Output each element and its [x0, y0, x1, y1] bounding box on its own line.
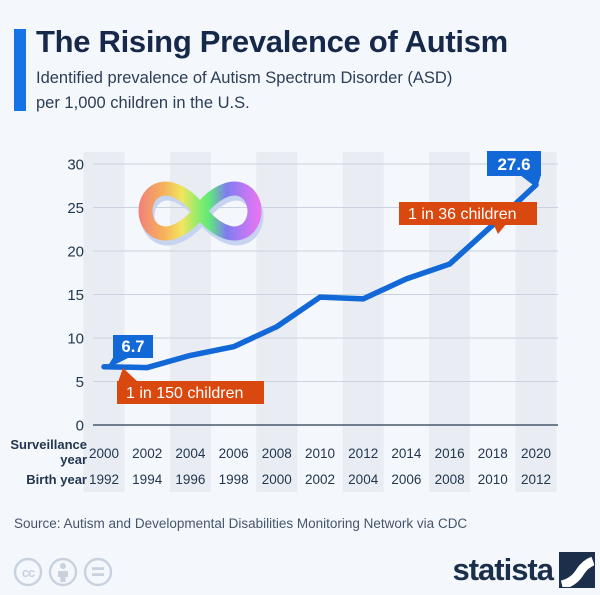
birth-year-row-label: Birth year — [26, 472, 87, 487]
birth-year-label: 1992 — [89, 472, 119, 487]
y-tick-label: 30 — [67, 157, 84, 174]
callout-pointer — [106, 356, 132, 369]
surveillance-year-label: 2018 — [478, 446, 508, 461]
autism-infinity-icon — [138, 181, 264, 246]
y-tick-label: 10 — [67, 331, 84, 348]
callout-box — [117, 381, 264, 404]
birth-year-label: 2008 — [435, 472, 465, 487]
surveillance-year-label: 2008 — [262, 446, 292, 461]
statista-brand[interactable]: statista — [452, 552, 595, 588]
birth-year-label: 1996 — [175, 472, 205, 487]
y-axis-tick-labels: 0 5 10 15 20 25 30 — [67, 157, 84, 435]
svg-text:cc: cc — [22, 565, 35, 580]
statista-wordmark: statista — [452, 552, 554, 587]
callout-end-ratio: 1 in 36 children — [399, 202, 537, 234]
surveillance-year-label: 2014 — [391, 446, 422, 461]
statista-logo-icon — [559, 552, 595, 588]
y-tick-label: 25 — [67, 200, 84, 217]
column-stripe — [342, 152, 384, 492]
cc-license-badge[interactable]: cc — [13, 556, 113, 588]
surveillance-year-label: 2010 — [305, 446, 335, 461]
column-stripe — [83, 152, 125, 492]
no-derivatives-icon — [83, 557, 113, 587]
y-tick-label: 0 — [76, 418, 84, 435]
page-subtitle: Identified prevalence of Autism Spectrum… — [36, 69, 453, 112]
data-line-series — [101, 182, 539, 371]
cc-icon: cc — [13, 557, 43, 587]
surveillance-year-label: 2020 — [521, 446, 551, 461]
callout-text: 1 in 150 children — [126, 385, 243, 402]
callout-text: 27.6 — [497, 155, 530, 174]
birth-year-label: 1994 — [132, 472, 163, 487]
callout-pointer — [493, 223, 507, 234]
column-stripe — [256, 152, 298, 492]
title-accent-bar — [14, 29, 26, 111]
surveillance-year-row-label: Surveillance — [10, 437, 87, 452]
surveillance-year-label: 2012 — [348, 446, 378, 461]
page-title: The Rising Prevalence of Autism — [36, 24, 508, 59]
birth-year-label: 2006 — [391, 472, 421, 487]
callout-pointer — [520, 175, 541, 188]
y-tick-label: 5 — [76, 374, 84, 391]
callout-text: 6.7 — [122, 338, 145, 356]
birth-year-label: 1998 — [219, 472, 249, 487]
attribution-icon — [48, 557, 78, 587]
plot-gridlines — [93, 163, 558, 426]
callout-start-value: 6.7 — [106, 335, 153, 369]
birth-year-label: 2004 — [348, 472, 379, 487]
surveillance-year-label: 2004 — [175, 446, 206, 461]
callout-box — [113, 335, 153, 358]
surveillance-year-label: 2016 — [435, 446, 465, 461]
asd-prevalence-line — [101, 182, 539, 371]
callout-start-ratio: 1 in 150 children — [117, 368, 264, 404]
birth-year-label: 2002 — [305, 472, 335, 487]
callout-pointer — [118, 368, 138, 382]
birth-year-label: 2000 — [262, 472, 292, 487]
data-callouts: 6.7 1 in 150 children 1 in 36 children 27.6 — [106, 151, 541, 404]
callout-end-value: 27.6 — [487, 151, 541, 188]
source-text: Source: Autism and Developmental Disabil… — [14, 516, 468, 531]
surveillance-year-row-label: year — [60, 452, 87, 467]
callout-box — [487, 151, 541, 176]
surveillance-year-label: 2002 — [132, 446, 162, 461]
surveillance-year-label: 2006 — [219, 446, 249, 461]
birth-year-label: 2010 — [478, 472, 508, 487]
surveillance-year-label: 2000 — [89, 446, 119, 461]
callout-box — [399, 202, 537, 225]
callout-text: 1 in 36 children — [408, 206, 517, 223]
y-tick-label: 20 — [67, 244, 84, 261]
birth-year-label: 2012 — [521, 472, 551, 487]
y-tick-label: 15 — [67, 287, 84, 304]
